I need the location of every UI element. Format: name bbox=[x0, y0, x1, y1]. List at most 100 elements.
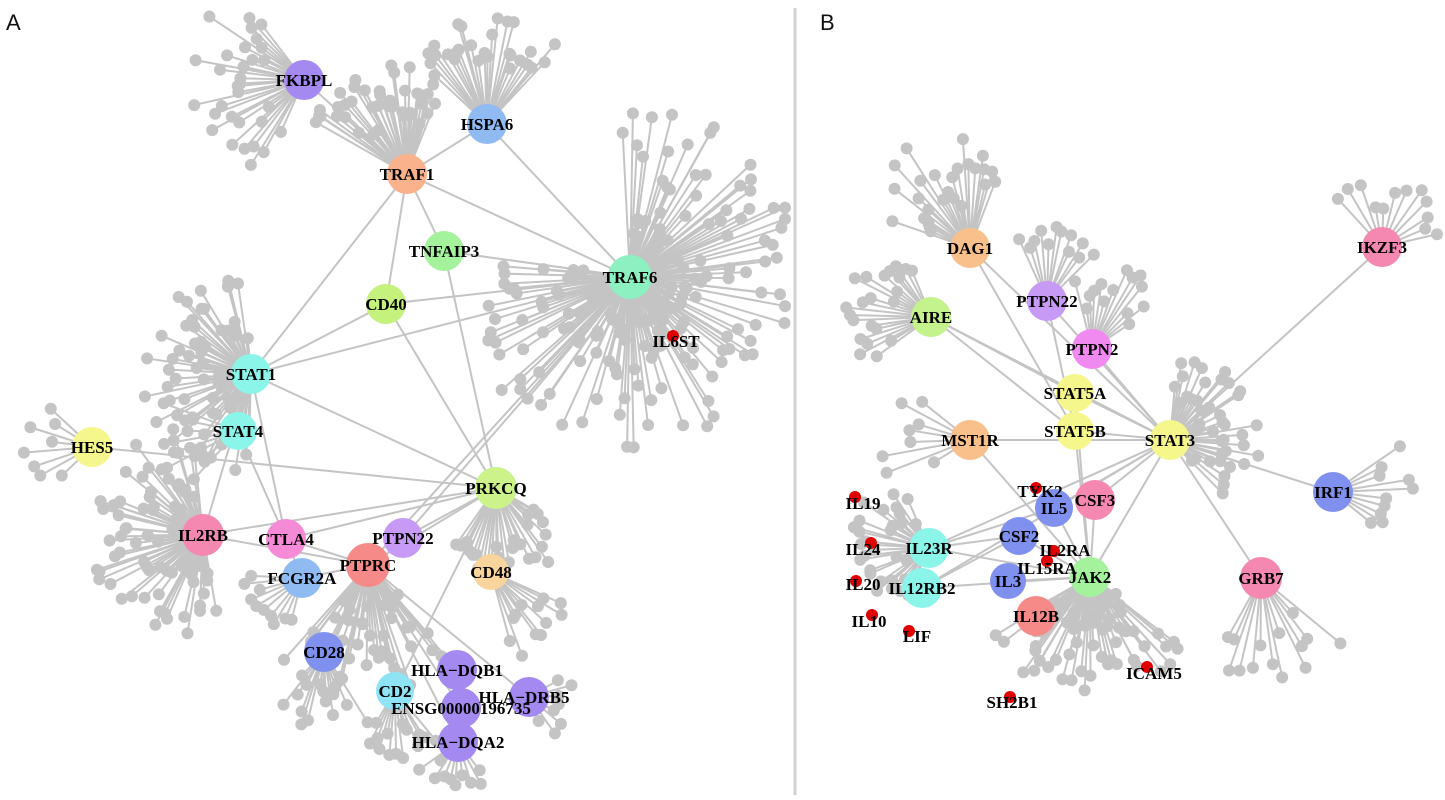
hub-node-ensg00000196735 bbox=[441, 688, 481, 728]
leaf-node bbox=[129, 537, 142, 549]
hub-label-fkbpl: FKBPL bbox=[276, 71, 333, 90]
leaf-node bbox=[413, 117, 426, 130]
leaf-node bbox=[1199, 376, 1212, 389]
leaf-node bbox=[912, 192, 925, 205]
hub-node-stat1 bbox=[231, 354, 271, 394]
hub-node-stat3 bbox=[1150, 420, 1190, 460]
hub-node-hla-dqa2 bbox=[438, 722, 478, 762]
leaf-node bbox=[1215, 434, 1228, 447]
leaf-node bbox=[166, 523, 179, 536]
marked-label-lif: LIF bbox=[903, 627, 931, 646]
hub-node-fcgr2a bbox=[282, 558, 322, 598]
leaf-node bbox=[1175, 357, 1188, 370]
leaf-node bbox=[1354, 179, 1367, 192]
leaf-node bbox=[1013, 233, 1026, 246]
leaf-node bbox=[495, 384, 508, 396]
leaf-node bbox=[914, 174, 927, 187]
leaf-node bbox=[295, 718, 308, 731]
leaf-node bbox=[1065, 229, 1078, 242]
leaf-node bbox=[412, 740, 425, 753]
leaf-node bbox=[744, 158, 757, 171]
leaf-node bbox=[179, 414, 192, 427]
edge-a-10 bbox=[250, 373, 497, 489]
leaf-node bbox=[262, 100, 275, 113]
leaf-node bbox=[377, 629, 390, 642]
leaf-node bbox=[1134, 269, 1147, 282]
leaf-node bbox=[155, 329, 168, 342]
leaf-node bbox=[947, 192, 960, 205]
leaf-node bbox=[540, 616, 553, 629]
leaf-node bbox=[537, 263, 550, 276]
leaf-node bbox=[714, 215, 727, 227]
leaf-edge bbox=[629, 276, 650, 426]
leaf-node bbox=[313, 104, 326, 116]
leaf-node bbox=[465, 39, 478, 52]
leaf-node bbox=[491, 12, 504, 25]
leaf-node bbox=[162, 472, 175, 485]
leaf-node bbox=[481, 50, 494, 63]
leaf-node bbox=[997, 635, 1010, 648]
marked-node-il15ra bbox=[1041, 555, 1053, 567]
leaf-node bbox=[732, 323, 744, 336]
hub-label-cd48: CD48 bbox=[470, 563, 512, 582]
leaf-node bbox=[141, 352, 154, 365]
leaf-node bbox=[428, 772, 441, 785]
leaf-node bbox=[554, 717, 567, 730]
leaf-node bbox=[535, 540, 548, 553]
leaf-node bbox=[721, 229, 734, 242]
leaf-node bbox=[574, 355, 587, 368]
leaf-node bbox=[1216, 487, 1229, 500]
leaf-node bbox=[161, 380, 174, 393]
leaf-node bbox=[1373, 469, 1386, 482]
leaf-node bbox=[912, 418, 925, 431]
marked-label-tyk2: TYK2 bbox=[1017, 482, 1062, 501]
leaf-node bbox=[870, 350, 883, 363]
leaf-node bbox=[774, 288, 786, 301]
leaf-node bbox=[166, 352, 179, 365]
leaf-node bbox=[1406, 482, 1419, 495]
leaf-edge bbox=[629, 276, 709, 427]
hub-label-dag1: DAG1 bbox=[947, 239, 993, 258]
hub-label-hes5: HES5 bbox=[71, 438, 114, 457]
leaf-node bbox=[291, 688, 304, 701]
leaf-node bbox=[1060, 616, 1073, 629]
leaf-node bbox=[428, 69, 441, 82]
leaf-node bbox=[349, 74, 362, 86]
leaf-node bbox=[194, 284, 207, 297]
leaf-node bbox=[415, 97, 428, 110]
leaf-node bbox=[255, 18, 268, 31]
leaf-node bbox=[413, 728, 426, 741]
leaf-node bbox=[1365, 516, 1377, 529]
hub-node-grb7 bbox=[1240, 557, 1282, 599]
hub-label-traf1: TRAF1 bbox=[380, 165, 435, 184]
hub-node-fkbpl bbox=[284, 60, 324, 100]
leaf-node bbox=[701, 420, 714, 433]
leaf-node bbox=[922, 203, 935, 216]
hub-node-ctla4 bbox=[266, 519, 306, 559]
leaf-node bbox=[383, 748, 396, 761]
leaf-node bbox=[246, 53, 259, 66]
leaf-node bbox=[951, 162, 964, 175]
leaf-node bbox=[886, 574, 899, 587]
leaf-node bbox=[702, 218, 715, 231]
leaf-node bbox=[880, 466, 893, 479]
leaf-node bbox=[484, 326, 497, 339]
leaf-node bbox=[517, 343, 530, 356]
leaf-node bbox=[1109, 587, 1122, 600]
leaf-node bbox=[372, 99, 385, 112]
leaf-node bbox=[854, 333, 867, 345]
leaf-node bbox=[388, 662, 401, 674]
leaf-node bbox=[633, 316, 646, 328]
leaf-node bbox=[222, 274, 235, 287]
leaf-node bbox=[426, 644, 439, 657]
leaf-node bbox=[523, 552, 535, 565]
leaf-node bbox=[651, 241, 664, 253]
hub-node-ikzf3 bbox=[1362, 227, 1402, 267]
leaf-node bbox=[1154, 665, 1167, 678]
hub-label-stat4: STAT4 bbox=[213, 422, 264, 441]
leaf-node bbox=[591, 325, 604, 338]
leaf-node bbox=[522, 508, 535, 521]
leaf-node bbox=[364, 737, 376, 750]
hub-node-cd28 bbox=[304, 632, 344, 672]
leaf-node bbox=[548, 727, 561, 740]
